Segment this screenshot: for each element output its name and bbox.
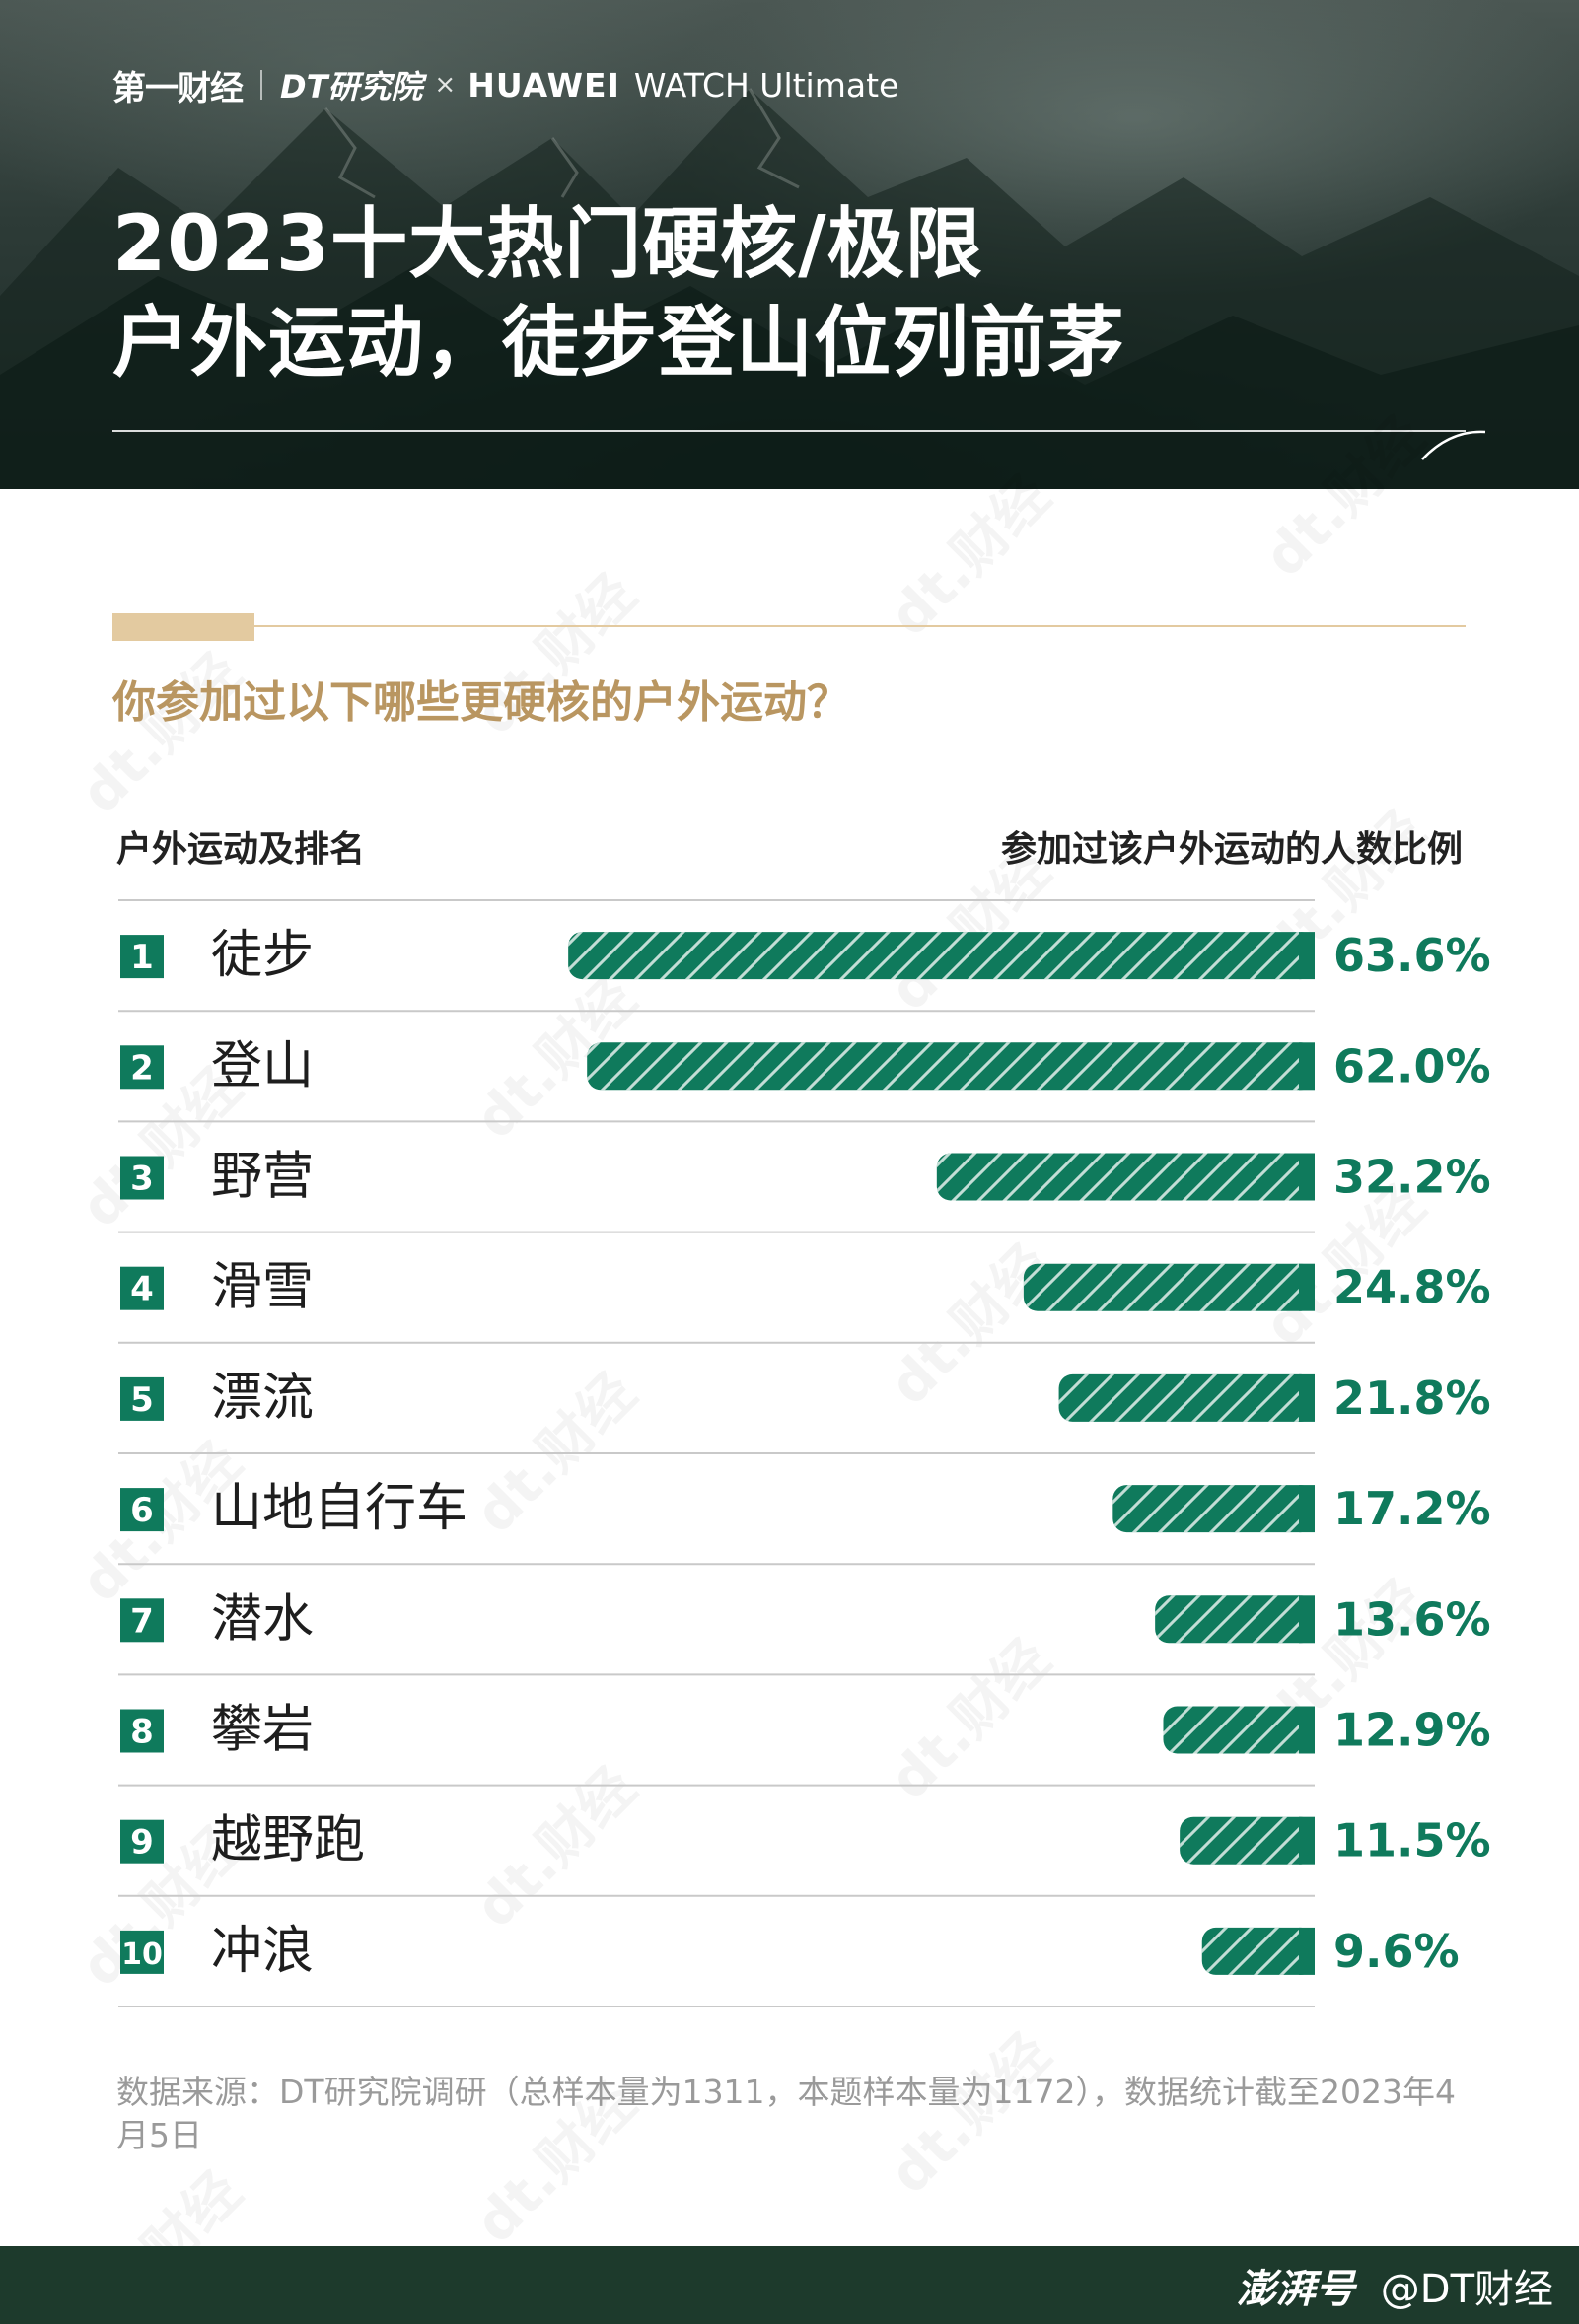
category-label: 越野跑 [211,1811,365,1870]
title-line-1: 2023十大热门硬核/极限 [112,200,983,289]
category-label: 滑雪 [211,1258,314,1317]
category-label: 攀岩 [211,1701,314,1760]
rank-number: 7 [130,1601,154,1641]
bar [1058,1373,1315,1422]
page-title: 2023十大热门硬核/极限 户外运动，徒步登山位列前茅 [112,195,1395,392]
mountain-background [0,88,1579,489]
header-banner: 第一财经 DT研究院 × HUAWEI WATCH Ultimate 2023十… [0,0,1579,489]
column-header-sport: 户外运动及排名 [116,829,366,870]
brand-cross: × [434,70,457,100]
rank-badge [120,1156,164,1200]
bar [1112,1485,1315,1533]
rank-number: 2 [130,1048,154,1088]
value-label: 11.5% [1333,1814,1491,1867]
brand-divider [260,70,262,100]
bar [936,1153,1315,1201]
brand-row: 第一财经 DT研究院 × HUAWEI WATCH Ultimate [112,61,898,108]
author-handle: @DT财经 [1380,2266,1553,2312]
rank-number: 9 [130,1823,154,1863]
category-label: 冲浪 [211,1922,314,1981]
bar [1163,1706,1315,1754]
huawei-logo: HUAWEI [467,65,620,105]
title-divider [112,430,1466,432]
dt-research-logo: DT研究院 [280,68,423,106]
rank-badge [120,1598,164,1643]
category-label: 野营 [211,1148,314,1207]
rank-badge [120,1930,164,1974]
category-label: 山地自行车 [211,1479,467,1538]
rank-badge [120,1045,164,1090]
data-source-note: 数据来源：DT研究院调研（总样本量为1311，本题样本量为1172），数据统计截… [116,2073,1457,2154]
bar [587,1042,1315,1091]
yicai-logo: 第一财经 [112,68,244,108]
rank-badge [120,1819,164,1864]
thepaper-logo: 澎湃号 [1236,2266,1355,2312]
rank-badge [120,1266,164,1310]
rank-number: 5 [130,1380,154,1420]
value-label: 17.2% [1333,1482,1491,1535]
value-label: 24.8% [1333,1261,1491,1314]
category-label: 登山 [211,1036,314,1095]
value-label: 9.6% [1333,1925,1460,1978]
rank-badge [120,935,164,979]
value-label: 12.9% [1333,1704,1491,1757]
value-label: 32.2% [1333,1151,1491,1204]
bar [1201,1927,1315,1975]
value-label: 63.6% [1333,929,1491,982]
bar [1155,1595,1315,1644]
rank-badge [120,1709,164,1753]
watch-ultimate-label: WATCH Ultimate [633,65,899,105]
rank-number: 8 [130,1713,154,1752]
bar [1023,1263,1315,1311]
value-label: 13.6% [1333,1592,1491,1646]
bar [568,932,1315,980]
question-accent-bar [112,613,254,641]
question-heading: 你参加过以下哪些更硬核的户外运动？ [112,677,850,728]
rank-number: 10 [121,1937,163,1972]
column-header-ratio: 参加过该户外运动的人数比例 [1000,829,1463,870]
title-line-2: 户外运动，徒步登山位列前茅 [112,299,1126,387]
value-label: 62.0% [1333,1039,1491,1092]
rank-number: 3 [130,1160,154,1199]
category-label: 徒步 [211,926,314,985]
rank-number: 1 [130,938,154,977]
category-label: 漂流 [211,1369,314,1428]
rank-badge [120,1488,164,1532]
swoosh-icon [1421,430,1486,460]
category-label: 潜水 [211,1589,314,1649]
footer-bar: 澎湃号 @DT财经 [0,2246,1579,2324]
rank-number: 4 [130,1270,154,1309]
question-rule [112,625,1466,627]
bar [1180,1816,1315,1865]
value-label: 21.8% [1333,1372,1491,1425]
rank-badge [120,1376,164,1421]
rank-number: 6 [130,1491,154,1530]
